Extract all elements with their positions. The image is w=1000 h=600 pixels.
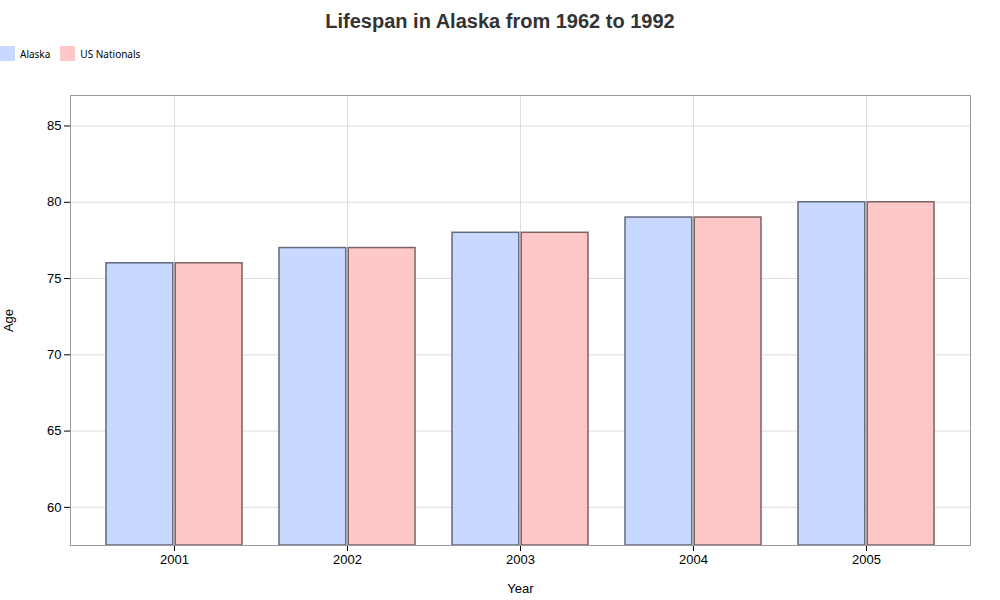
svg-text:2005: 2005	[852, 552, 881, 567]
svg-text:70: 70	[47, 347, 61, 362]
svg-text:Age: Age	[1, 309, 16, 332]
html-text:Alaska: Alaska	[20, 46, 51, 61]
svg-text:2002: 2002	[333, 552, 362, 567]
svg-text:60: 60	[47, 500, 61, 515]
svg-text:65: 65	[47, 423, 61, 438]
svg-text:2003: 2003	[506, 552, 535, 567]
svg-text:85: 85	[47, 118, 61, 133]
svg-text:2004: 2004	[679, 552, 708, 567]
html-text:Lifespan in Alaska from 1962 t: Lifespan in Alaska from 1962 to 1992	[325, 10, 675, 32]
html-text:US Nationals: US Nationals	[80, 46, 141, 61]
svg-text:75: 75	[47, 271, 61, 286]
svg-text:2001: 2001	[160, 552, 189, 567]
svg-text:Year: Year	[507, 581, 534, 596]
svg-text:80: 80	[47, 194, 61, 209]
